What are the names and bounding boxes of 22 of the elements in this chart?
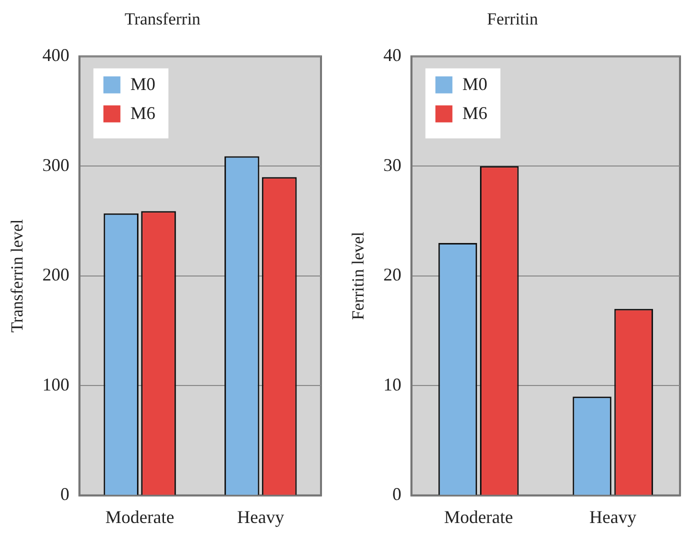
x-tick-label: Heavy xyxy=(589,506,636,527)
y-tick-label: 400 xyxy=(42,45,70,66)
y-tick-label: 10 xyxy=(383,374,402,394)
y-tick-label: 30 xyxy=(383,154,402,175)
y-tick-label: 0 xyxy=(392,484,402,504)
chart-title: Ferritin xyxy=(487,10,538,29)
y-axis-title: Ferritin level xyxy=(348,231,368,320)
x-tick-label: Heavy xyxy=(237,506,284,527)
x-tick-label: Moderate xyxy=(105,506,174,527)
y-axis-title: Transferrin level xyxy=(8,219,27,332)
y-tick-label: 300 xyxy=(42,154,70,175)
legend-label: M6 xyxy=(130,103,156,124)
x-tick-label: Moderate xyxy=(444,506,514,527)
y-tick-label: 20 xyxy=(383,264,402,285)
legend-label: M0 xyxy=(130,74,156,94)
legend-label: M0 xyxy=(462,74,488,94)
y-tick-label: 100 xyxy=(42,374,70,394)
y-tick-label: 0 xyxy=(60,484,70,504)
chart-title: Transferrin xyxy=(124,10,201,29)
legend-label: M6 xyxy=(462,103,488,124)
y-tick-label: 40 xyxy=(383,45,402,66)
y-tick-label: 200 xyxy=(42,264,70,285)
